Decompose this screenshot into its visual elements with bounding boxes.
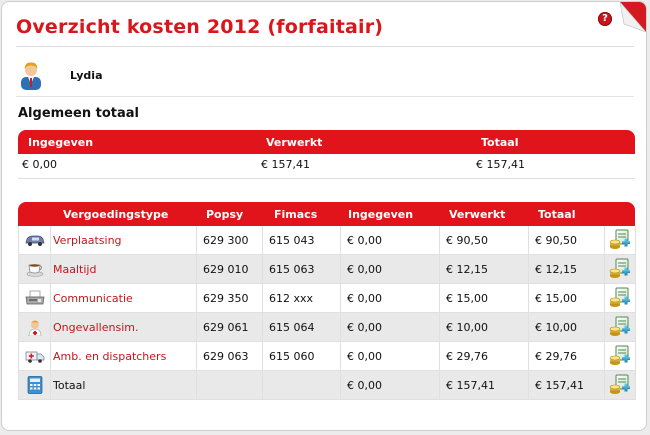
popsy-cell (196, 370, 263, 400)
column-header-verwerkt: Verwerkt (266, 136, 323, 149)
costs-table: Verplaatsing 629 300 615 043 € 0,00 € 90… (18, 226, 636, 400)
page-curl-icon[interactable] (620, 2, 646, 32)
popsy-cell: 629 061 (196, 312, 263, 342)
verwerkt-cell: € 29,76 (439, 341, 529, 371)
table-row: Verplaatsing 629 300 615 043 € 0,00 € 90… (18, 226, 636, 255)
verwerkt-cell: € 12,15 (439, 254, 529, 284)
fimacs-cell: 615 064 (262, 312, 341, 342)
general-totaal-value: € 157,41 (476, 158, 525, 171)
totaal-cell: € 157,41 (528, 370, 605, 400)
popsy-cell: 629 063 (196, 341, 263, 371)
general-ingegeven-value: € 0,00 (22, 158, 57, 171)
verwerkt-cell: € 90,50 (439, 226, 529, 255)
totaal-cell: € 12,15 (528, 254, 605, 284)
costs-table-header: Vergoedingstype Popsy Fimacs Ingegeven V… (18, 202, 635, 226)
total-label: Totaal (50, 370, 197, 400)
nurse-icon (28, 320, 41, 336)
fimacs-cell: 615 060 (262, 341, 341, 371)
totaal-cell: € 90,50 (528, 226, 605, 255)
type-link[interactable]: Amb. en dispatchers (50, 341, 197, 371)
fax-icon (25, 290, 44, 305)
verwerkt-cell: € 15,00 (439, 283, 529, 313)
title-divider (16, 46, 634, 47)
verwerkt-cell: € 10,00 (439, 312, 529, 342)
fimacs-cell: 615 063 (262, 254, 341, 284)
total-row: Totaal € 0,00 € 157,41 € 157,41 (18, 370, 636, 400)
general-total-heading: Algemeen totaal (18, 106, 139, 121)
calculate-icon[interactable] (609, 316, 631, 338)
column-header-totaal: Totaal (481, 136, 519, 149)
help-icon[interactable]: ? (598, 12, 612, 26)
column-header-popsy: Popsy (206, 208, 244, 221)
column-header-totaal: Totaal (538, 208, 576, 221)
fimacs-cell: 615 043 (262, 226, 341, 255)
column-header-verwerkt: Verwerkt (449, 208, 506, 221)
fimacs-cell (262, 370, 341, 400)
type-link[interactable]: Maaltijd (50, 254, 197, 284)
calculate-icon[interactable] (609, 374, 631, 396)
type-link[interactable]: Verplaatsing (50, 226, 197, 255)
ingegeven-cell: € 0,00 (340, 226, 440, 255)
general-total-header: Ingegeven Verwerkt Totaal (18, 130, 635, 154)
fimacs-cell: 612 xxx (262, 283, 341, 313)
calculate-icon[interactable] (609, 345, 631, 367)
column-header-vergoedingstype: Vergoedingstype (63, 208, 169, 221)
calculate-icon[interactable] (609, 229, 631, 251)
ingegeven-cell: € 0,00 (340, 254, 440, 284)
popsy-cell: 629 010 (196, 254, 263, 284)
user-name: Lydia (70, 69, 103, 82)
column-header-ingegeven: Ingegeven (348, 208, 414, 221)
general-verwerkt-value: € 157,41 (261, 158, 310, 171)
general-total-values: € 0,00 € 157,41 € 157,41 (18, 154, 635, 179)
popsy-cell: 629 300 (196, 226, 263, 255)
ingegeven-cell: € 0,00 (340, 283, 440, 313)
column-header-fimacs: Fimacs (274, 208, 318, 221)
calculator-icon (27, 376, 42, 394)
user-divider (16, 96, 634, 97)
calculate-icon[interactable] (609, 287, 631, 309)
table-row: Maaltijd 629 010 615 063 € 0,00 € 12,15 … (18, 254, 636, 284)
ingegeven-cell: € 0,00 (340, 370, 440, 400)
table-row: Communicatie 629 350 612 xxx € 0,00 € 15… (18, 283, 636, 313)
ingegeven-cell: € 0,00 (340, 341, 440, 371)
ingegeven-cell: € 0,00 (340, 312, 440, 342)
coffee-cup-icon (26, 264, 43, 277)
calculate-icon[interactable] (609, 258, 631, 280)
column-header-ingegeven: Ingegeven (28, 136, 94, 149)
type-link[interactable]: Ongevallensim. (50, 312, 197, 342)
table-row: Ongevallensim. 629 061 615 064 € 0,00 € … (18, 312, 636, 342)
totaal-cell: € 15,00 (528, 283, 605, 313)
popsy-cell: 629 350 (196, 283, 263, 313)
verwerkt-cell: € 157,41 (439, 370, 529, 400)
ambulance-icon (25, 351, 44, 363)
user-avatar-icon (21, 62, 41, 90)
car-icon (25, 235, 44, 246)
totaal-cell: € 29,76 (528, 341, 605, 371)
totaal-cell: € 10,00 (528, 312, 605, 342)
type-link[interactable]: Communicatie (50, 283, 197, 313)
page-title: Overzicht kosten 2012 (forfaitair) (16, 16, 384, 38)
table-row: Amb. en dispatchers 629 063 615 060 € 0,… (18, 341, 636, 371)
